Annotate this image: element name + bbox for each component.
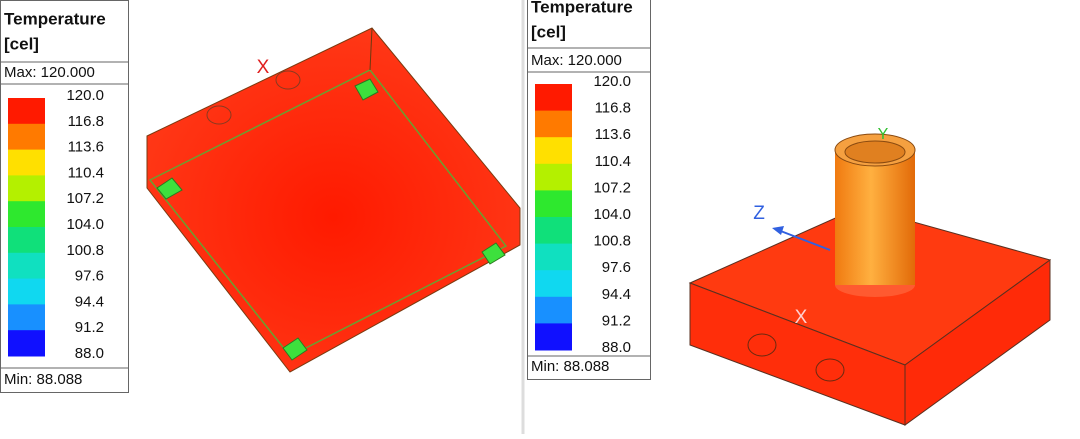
legend-level: 113.6 xyxy=(68,139,104,156)
legend-level: 107.2 xyxy=(593,179,631,196)
legend-level: 100.8 xyxy=(66,242,104,259)
legend-title: Temperature xyxy=(531,0,633,16)
color-band xyxy=(535,110,572,138)
legend-level: 104.0 xyxy=(66,216,104,233)
color-band xyxy=(535,217,572,245)
legend-level: 120.0 xyxy=(593,73,631,90)
legend-level: 94.4 xyxy=(75,293,104,310)
legend-level: 91.2 xyxy=(75,319,104,336)
model-right xyxy=(688,133,1052,426)
color-band xyxy=(8,123,45,151)
color-band xyxy=(8,330,45,357)
legend-level: 88.0 xyxy=(75,345,104,362)
legend-unit: [cel] xyxy=(531,22,566,41)
legend-title: Temperature xyxy=(4,9,106,28)
color-band xyxy=(535,243,572,271)
legend-level: 116.8 xyxy=(595,100,631,117)
legend-level: 88.0 xyxy=(602,339,631,356)
color-band xyxy=(8,175,45,202)
color-band xyxy=(535,84,572,112)
color-band xyxy=(8,201,45,228)
legend-level: 104.0 xyxy=(593,206,631,223)
legend-min: Min: 88.088 xyxy=(531,358,609,375)
axis-x: X xyxy=(795,307,808,328)
color-band xyxy=(8,278,45,305)
legend-level: 97.6 xyxy=(75,268,104,285)
color-band xyxy=(535,163,572,191)
legend-max: Max: 120.000 xyxy=(531,52,622,69)
legend-min: Min: 88.088 xyxy=(4,371,82,388)
legend-level: 100.8 xyxy=(593,233,631,250)
color-band xyxy=(535,296,572,324)
legend-level: 113.6 xyxy=(595,126,631,143)
legend-level: 116.8 xyxy=(68,113,104,130)
color-band xyxy=(535,323,572,351)
color-band xyxy=(8,98,45,125)
legend-level: 120.0 xyxy=(66,87,104,104)
color-band xyxy=(8,304,45,331)
color-band xyxy=(535,190,572,218)
legend-level: 91.2 xyxy=(602,312,631,329)
legend-level: 94.4 xyxy=(602,286,631,303)
axis-x: X xyxy=(257,57,270,78)
color-band xyxy=(535,137,572,165)
legend-level: 110.4 xyxy=(68,164,104,181)
color-band xyxy=(8,252,45,280)
legend-max: Max: 120.000 xyxy=(4,64,95,81)
legend-level: 97.6 xyxy=(602,259,631,276)
color-band xyxy=(8,149,45,176)
color-band xyxy=(535,270,572,298)
legend-unit: [cel] xyxy=(4,34,39,53)
axis-y: Y xyxy=(878,126,889,143)
axis-z: Z xyxy=(753,203,765,224)
model-left xyxy=(146,27,521,373)
legend-level: 110.4 xyxy=(595,153,631,170)
color-band xyxy=(8,227,45,254)
legend-level: 107.2 xyxy=(66,190,104,207)
